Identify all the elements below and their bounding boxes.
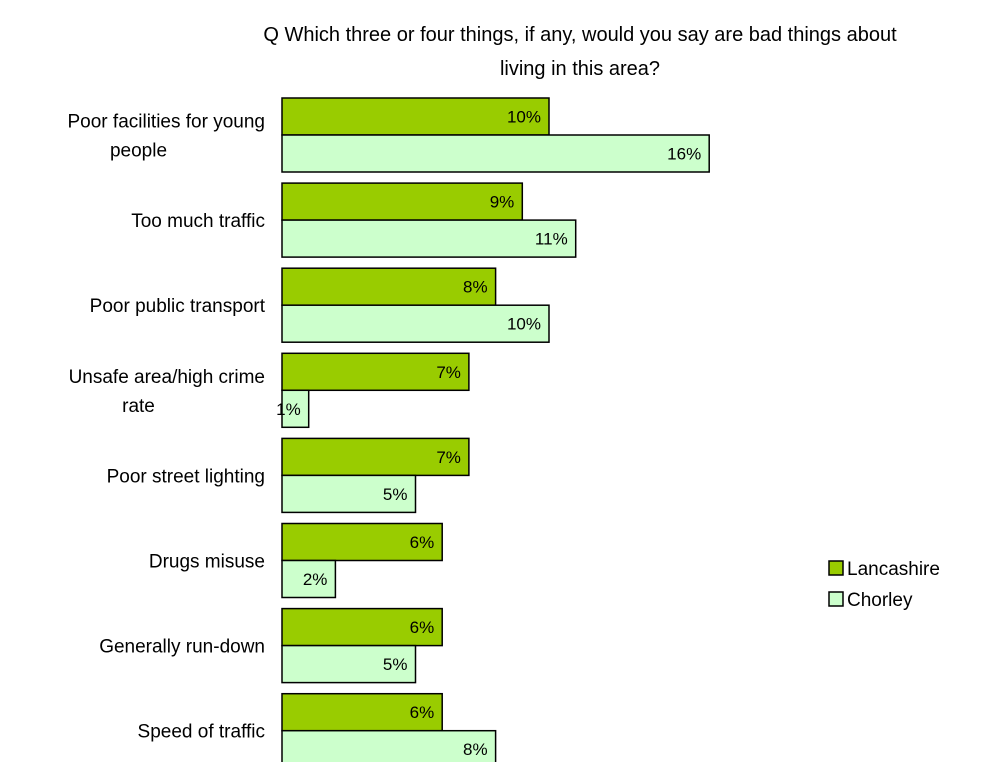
bar-lancashire-4 bbox=[281, 352, 470, 392]
legend-swatch-lancashire bbox=[828, 560, 844, 576]
bar-lancashire-5 bbox=[281, 437, 470, 477]
data-label-lancashire-8: 6% bbox=[410, 703, 435, 722]
chart-title: Q Which three or four things, if any, wo… bbox=[263, 24, 897, 80]
data-label-lancashire-1: 10% bbox=[507, 108, 541, 127]
bar-chorley-1 bbox=[281, 134, 710, 173]
legend-swatch-chorley bbox=[828, 591, 844, 607]
bar-chorley-6 bbox=[281, 559, 337, 599]
category-labels: Poor facilities for young people Too much … bbox=[68, 112, 266, 743]
legend-label-chorley: Chorley bbox=[847, 590, 913, 611]
data-label-chorley-4: 1% bbox=[276, 400, 301, 419]
data-label-chorley-8: 8% bbox=[463, 740, 488, 759]
bar-chorley-7 bbox=[281, 644, 417, 684]
bars: 10%16%9%11%8%10%7%1%7%5%6%2%6%5%6%8% bbox=[276, 97, 710, 762]
category-label-7: Generally run-down bbox=[99, 637, 265, 658]
data-label-chorley-1: 16% bbox=[667, 145, 701, 164]
data-label-chorley-2: 11% bbox=[535, 230, 568, 249]
data-label-lancashire-2: 9% bbox=[490, 193, 515, 212]
category-label-3: Poor public transport bbox=[90, 296, 266, 317]
bar-chorley-4 bbox=[281, 389, 310, 429]
data-label-chorley-6: 2% bbox=[303, 570, 328, 589]
bar-lancashire-6 bbox=[281, 522, 443, 562]
bar-chorley-2 bbox=[281, 219, 577, 258]
bar-lancashire-3 bbox=[281, 267, 497, 306]
bar-lancashire-1 bbox=[281, 97, 550, 136]
data-label-lancashire-7: 6% bbox=[410, 618, 435, 637]
bar-lancashire-2 bbox=[281, 182, 524, 221]
category-label-4: Unsafe area/high crime rate bbox=[69, 367, 265, 417]
legend-label-lancashire: Lancashire bbox=[847, 559, 940, 580]
data-label-lancashire-3: 8% bbox=[463, 278, 488, 297]
data-label-chorley-3: 10% bbox=[507, 315, 541, 334]
chart-title-line-2: living in this area? bbox=[500, 58, 660, 80]
data-label-lancashire-4: 7% bbox=[436, 363, 461, 382]
category-label-2: Too much traffic bbox=[131, 211, 265, 232]
category-label-1: Poor facilities for young people bbox=[68, 112, 266, 162]
category-label-8: Speed of traffic bbox=[138, 722, 265, 743]
data-label-lancashire-5: 7% bbox=[436, 448, 461, 467]
category-label-5: Poor street lighting bbox=[107, 466, 265, 487]
data-label-chorley-7: 5% bbox=[383, 655, 408, 674]
bar-chorley-3 bbox=[281, 304, 550, 343]
category-label-6: Drugs misuse bbox=[149, 552, 265, 573]
chart-title-line-1: Q Which three or four things, if any, wo… bbox=[263, 24, 897, 46]
bar-chorley-5 bbox=[281, 474, 417, 514]
bar-lancashire-7 bbox=[281, 607, 443, 647]
bar-chorley-8 bbox=[281, 729, 497, 762]
data-label-lancashire-6: 6% bbox=[410, 533, 435, 552]
legend: Lancashire Chorley bbox=[828, 559, 940, 611]
data-label-chorley-5: 5% bbox=[383, 485, 408, 504]
bar-lancashire-8 bbox=[281, 692, 443, 732]
